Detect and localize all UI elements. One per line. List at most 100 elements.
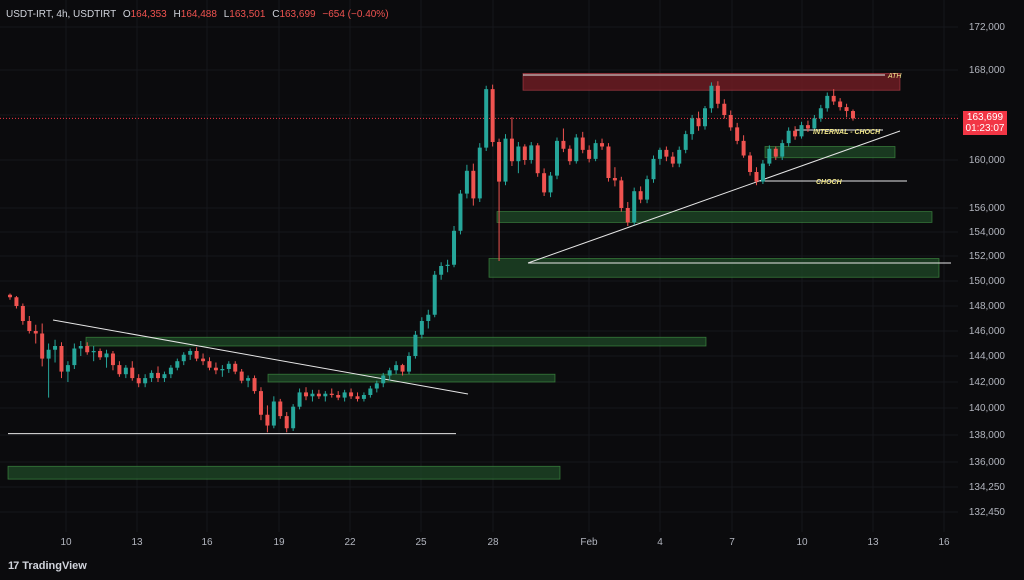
price-tick-label: 148,000 bbox=[969, 301, 1006, 312]
high-label: H bbox=[173, 9, 181, 20]
price-axis[interactable]: 172,000168,000164,000160,000156,000154,0… bbox=[969, 22, 1006, 518]
candle-body bbox=[168, 367, 173, 375]
demand-zone bbox=[267, 373, 556, 383]
candle-body bbox=[683, 134, 688, 150]
candle-body bbox=[793, 130, 798, 137]
descending-trendline bbox=[52, 319, 469, 395]
price-tick-label: 156,000 bbox=[969, 203, 1006, 214]
candle-body bbox=[91, 351, 96, 353]
candle-body bbox=[426, 314, 431, 321]
time-tick-label: 7 bbox=[729, 537, 735, 548]
candle-body bbox=[464, 170, 469, 194]
candle-body bbox=[213, 367, 218, 371]
candle-body bbox=[329, 393, 334, 395]
candle-body bbox=[201, 358, 206, 362]
change-value: −654 (−0.40%) bbox=[322, 9, 389, 20]
time-tick-label: 13 bbox=[131, 537, 143, 548]
candle-body bbox=[606, 146, 611, 178]
candle-body bbox=[522, 146, 527, 160]
candle-body bbox=[773, 148, 778, 157]
candle-body bbox=[529, 145, 534, 160]
candle-body bbox=[419, 321, 424, 335]
candle-body bbox=[14, 297, 19, 306]
time-tick-label: 13 bbox=[867, 537, 879, 548]
candle-body bbox=[59, 346, 64, 372]
price-tick-label: 140,000 bbox=[969, 403, 1006, 414]
candle-body bbox=[394, 365, 399, 371]
candle-body bbox=[754, 172, 759, 182]
candle-body bbox=[509, 138, 514, 162]
candle-body bbox=[722, 103, 727, 115]
candle-body bbox=[78, 346, 83, 349]
candle-body bbox=[715, 85, 720, 104]
low-label: L bbox=[223, 9, 230, 20]
time-tick-label: 16 bbox=[938, 537, 950, 548]
candle-body bbox=[291, 406, 296, 429]
time-tick-label: 19 bbox=[273, 537, 285, 548]
candle-body bbox=[535, 145, 540, 174]
price-tick-label: 138,000 bbox=[969, 430, 1006, 441]
last-price-tag: 163,699 01:23:07 bbox=[963, 111, 1007, 135]
candle-body bbox=[310, 393, 315, 397]
candle-body bbox=[123, 367, 128, 375]
candle-body bbox=[162, 374, 167, 379]
candle-body bbox=[670, 156, 675, 164]
trend-lines bbox=[0, 74, 958, 435]
time-tick-label: 10 bbox=[60, 537, 72, 548]
ascending-trendline bbox=[527, 130, 901, 264]
candle-body bbox=[207, 361, 212, 368]
candles bbox=[8, 81, 855, 433]
close-value: 163,699 bbox=[279, 9, 316, 20]
time-tick-label: Feb bbox=[580, 537, 598, 548]
candle-body bbox=[175, 361, 180, 368]
candle-body bbox=[702, 108, 707, 127]
price-tick-label: 168,000 bbox=[969, 65, 1006, 76]
candle-body bbox=[316, 393, 321, 397]
candle-body bbox=[593, 143, 598, 159]
last-price-value: 163,699 bbox=[966, 112, 1004, 123]
candle-body bbox=[760, 163, 765, 182]
candle-body bbox=[342, 392, 347, 398]
candle-body bbox=[548, 175, 553, 193]
candle-body bbox=[574, 137, 579, 162]
price-tick-label: 136,000 bbox=[969, 457, 1006, 468]
candle-body bbox=[27, 321, 32, 331]
candle-body bbox=[728, 115, 733, 128]
price-tick-label: 146,000 bbox=[969, 326, 1006, 337]
candle-body bbox=[690, 118, 695, 135]
candle-body bbox=[497, 142, 502, 182]
candle-body bbox=[812, 118, 817, 129]
candle-body bbox=[323, 393, 328, 397]
candle-body bbox=[844, 107, 849, 112]
candle-body bbox=[612, 178, 617, 181]
candle-body bbox=[825, 95, 830, 109]
candle-body bbox=[246, 378, 251, 381]
candle-body bbox=[600, 143, 605, 147]
candle-body bbox=[72, 348, 77, 366]
candle-body bbox=[490, 89, 495, 142]
candle-body bbox=[8, 294, 12, 298]
annotations: ATH INTERNAL - CHOCH CHOCH bbox=[813, 73, 902, 186]
time-tick-label: 16 bbox=[201, 537, 213, 548]
candle-body bbox=[252, 378, 257, 392]
candle-body bbox=[780, 143, 785, 157]
demand-zone bbox=[85, 336, 707, 347]
candle-body bbox=[304, 392, 309, 397]
candle-body bbox=[503, 138, 508, 182]
time-tick-label: 4 bbox=[657, 537, 663, 548]
tradingview-logo-icon: 17 bbox=[8, 560, 19, 572]
candle-body bbox=[239, 371, 244, 381]
candle-body bbox=[130, 367, 135, 379]
demand-zone bbox=[496, 211, 933, 223]
candle-body bbox=[748, 155, 753, 172]
brand-name: TradingView bbox=[22, 560, 87, 572]
candle-body bbox=[381, 375, 386, 384]
candle-body bbox=[619, 180, 624, 208]
candle-body bbox=[349, 392, 354, 397]
tradingview-logo[interactable]: 17 TradingView bbox=[8, 560, 87, 572]
candle-body bbox=[265, 414, 270, 426]
time-axis[interactable]: 10 13 16 19 22 25 28 Feb 4 7 10 13 16 bbox=[60, 537, 950, 548]
candle-body bbox=[567, 148, 572, 162]
annotation-internal-choch: INTERNAL - CHOCH bbox=[813, 129, 881, 136]
